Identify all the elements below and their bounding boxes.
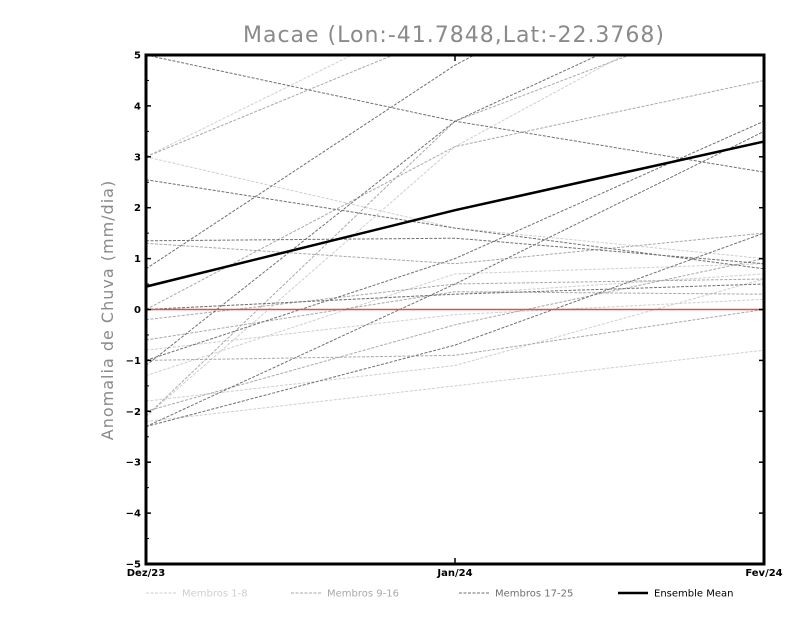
series-line-m23 xyxy=(146,283,764,310)
series-line-m3 xyxy=(146,263,764,377)
y-tick-label: −4 xyxy=(126,509,141,520)
series-line-m13 xyxy=(146,258,764,412)
series-line-m11 xyxy=(146,80,764,310)
series-line-m10 xyxy=(146,55,632,417)
legend: Membros 1-8 Membros 9-16 Membros 17-25 Ense… xyxy=(146,589,733,600)
y-axis-label: Anomalia de Chuva (mm/dia) xyxy=(98,180,117,440)
legend-label: Membros 9-16 xyxy=(327,589,399,600)
y-tick-label: −1 xyxy=(126,356,141,367)
y-tick-label: −5 xyxy=(126,560,141,571)
x-tick-label: Fev/24 xyxy=(745,568,782,579)
y-tick-label: 1 xyxy=(134,254,141,265)
y-tick-label: −3 xyxy=(126,458,141,469)
series-line-m15 xyxy=(146,291,764,341)
chart-title: Macae (Lon:-41.7848,Lat:-22.3768) xyxy=(243,23,665,48)
x-tick-label: Dez/23 xyxy=(127,568,166,579)
y-tick-label: 4 xyxy=(134,101,141,112)
series-line-m2 xyxy=(146,349,764,422)
series-line-m17 xyxy=(146,179,764,270)
y-tick-label: 5 xyxy=(134,51,141,62)
series-line-m18 xyxy=(146,237,764,265)
series-line-m1 xyxy=(146,156,764,260)
series-line-m24 xyxy=(146,55,764,173)
ensemble-mean-line xyxy=(146,140,764,288)
legend-label: Ensemble Mean xyxy=(654,589,733,600)
series-line-m4 xyxy=(146,278,764,402)
legend-label: Membros 17-25 xyxy=(495,589,573,600)
series-layer xyxy=(146,55,764,428)
series-line-m7 xyxy=(146,298,764,351)
series-line-m16 xyxy=(146,278,764,321)
y-tick-label: 2 xyxy=(134,203,141,214)
series-line-m25 xyxy=(146,55,600,366)
series-line-m21 xyxy=(146,130,764,428)
x-axis-ticks: Dez/23 Jan/24 Fev/24 xyxy=(127,55,783,579)
y-axis-ticks: −5 −4 −3 −2 −1 0 1 2 3 4 5 xyxy=(126,51,764,571)
series-line-m22 xyxy=(146,120,764,361)
y-tick-label: −2 xyxy=(126,407,141,418)
series-line-m20 xyxy=(146,232,764,428)
y-tick-label: 0 xyxy=(134,305,141,316)
ensemble-mean-layer xyxy=(146,140,764,288)
series-line-m6 xyxy=(146,55,354,158)
x-tick-label: Jan/24 xyxy=(436,568,472,579)
series-line-m19 xyxy=(146,55,476,270)
y-tick-label: 3 xyxy=(134,152,141,163)
legend-label: Membros 1-8 xyxy=(182,589,248,600)
